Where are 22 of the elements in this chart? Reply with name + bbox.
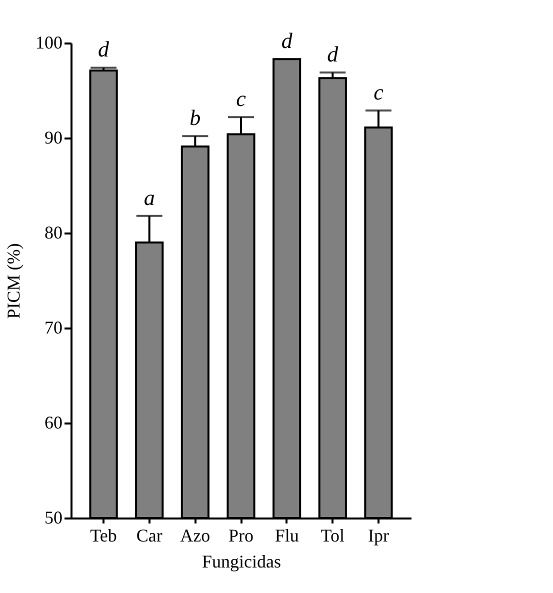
annotation: a xyxy=(144,184,155,210)
y-tick-label: 90 xyxy=(44,128,62,148)
x-tick-label: Azo xyxy=(180,526,210,546)
annotation: c xyxy=(236,86,246,112)
y-tick-label: 100 xyxy=(36,32,62,52)
annotation: b xyxy=(190,105,201,130)
x-tick-label: Teb xyxy=(90,526,117,546)
annotation: c xyxy=(374,79,384,104)
y-tick-label: 70 xyxy=(44,318,62,338)
y-axis-title: PICM (%) xyxy=(4,243,24,319)
x-tick-label: Tol xyxy=(320,526,345,546)
y-tick-label: 80 xyxy=(44,222,62,242)
x-tick-label: Flu xyxy=(274,526,299,546)
annotation: d xyxy=(327,41,340,66)
x-tick-label: Ipr xyxy=(368,526,389,546)
annotation: d xyxy=(281,28,294,54)
annotation: d xyxy=(98,36,110,62)
y-tick-label: 50 xyxy=(44,508,62,528)
x-axis-title: Fungicidas xyxy=(202,552,281,572)
y-tick-label: 60 xyxy=(44,412,62,432)
x-tick-label: Car xyxy=(136,526,162,546)
x-tick-label: Pro xyxy=(228,526,254,546)
